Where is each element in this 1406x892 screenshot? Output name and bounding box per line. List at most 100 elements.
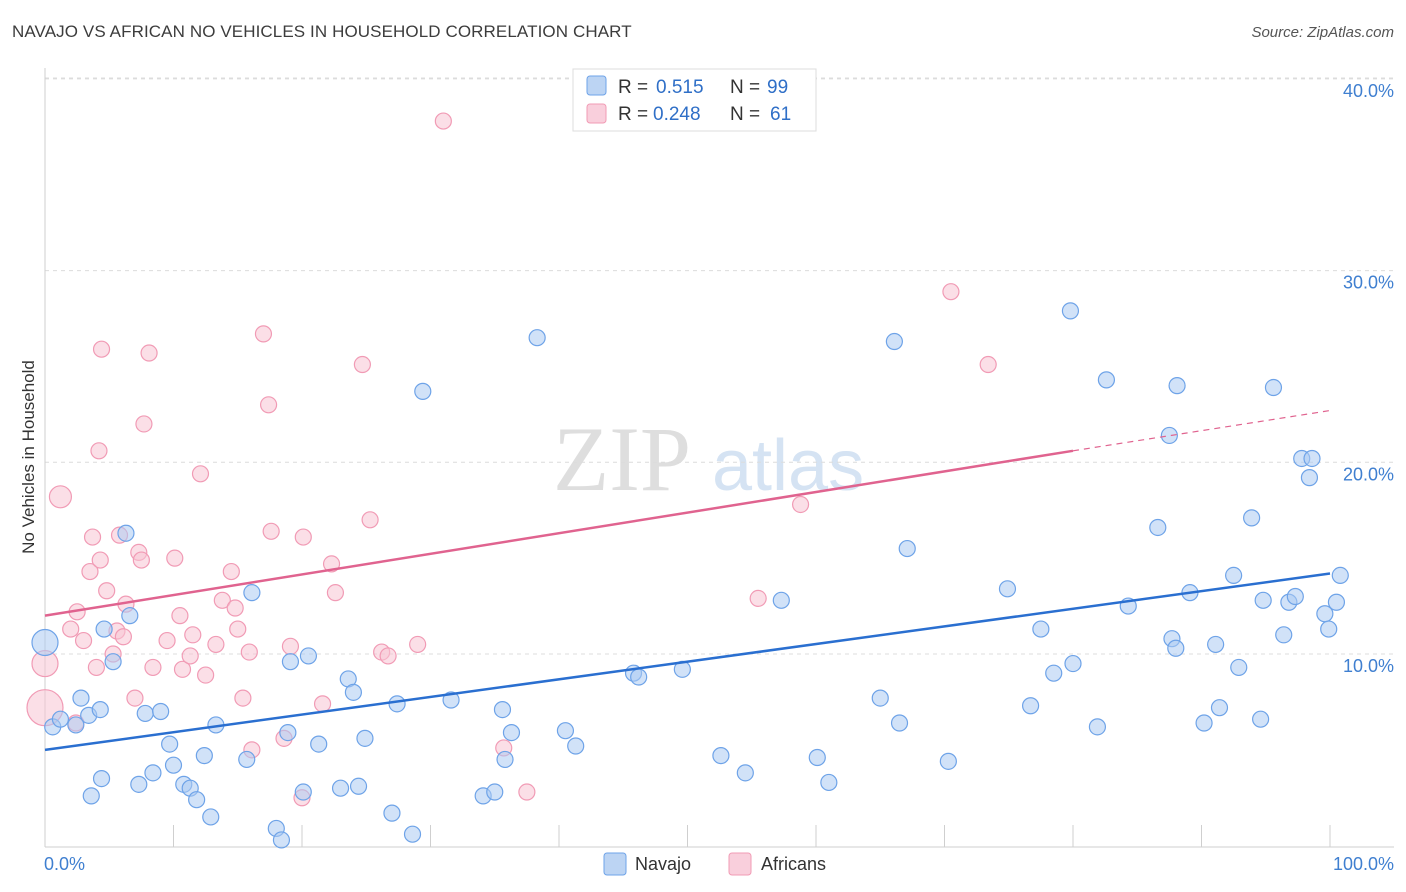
africans-point-51	[353, 355, 371, 374]
africans-point-12	[92, 340, 111, 358]
navajo-point-70	[1064, 654, 1082, 673]
watermark-zip: ZIP	[553, 408, 691, 510]
navajo-point-84	[1230, 658, 1248, 677]
africans-trend-line-extension	[1072, 409, 1331, 452]
navajo-point-75	[1160, 426, 1178, 445]
africans-point-62	[979, 355, 997, 374]
navajo-point-22	[195, 747, 213, 765]
africans-point-55	[409, 635, 427, 654]
navajo-point-98	[1331, 566, 1349, 585]
navajo-point-16	[152, 702, 170, 721]
africans-point-52	[361, 511, 379, 529]
africans-point-43	[262, 522, 280, 540]
navajo-point-21	[188, 791, 206, 809]
navajo-point-3	[67, 716, 85, 734]
africans-point-29	[181, 647, 199, 665]
navajo-point-71	[1088, 718, 1107, 736]
navajo-point-42	[414, 382, 432, 400]
navajo-point-14	[136, 704, 154, 723]
navajo-point-50	[556, 722, 575, 740]
navajo-point-91	[1286, 587, 1304, 606]
axes	[44, 68, 1394, 848]
africans-point-17	[114, 628, 132, 646]
y-axis-label: No Vehicles in Household	[19, 360, 38, 554]
navajo-point-8	[92, 770, 111, 788]
y-tick-label-30: 30.0%	[1343, 273, 1394, 293]
navajo-point-65	[998, 580, 1017, 598]
bottom-legend-navajo: Navajo	[635, 854, 691, 874]
africans-point-48	[313, 695, 332, 713]
navajo-point-60	[871, 689, 889, 707]
navajo-point-78	[1168, 377, 1186, 395]
navajo-point-68	[1045, 664, 1063, 682]
navajo-point-69	[1061, 302, 1080, 320]
africans-point-23	[140, 344, 158, 362]
navajo-point-46	[493, 700, 512, 719]
navajo-point-74	[1149, 518, 1167, 537]
navajo-point-45	[486, 783, 504, 801]
africans-point-59	[749, 589, 767, 608]
africans-point-37	[229, 620, 247, 638]
navajo-point-86	[1252, 710, 1270, 728]
africans-point-38	[234, 689, 252, 707]
navajo-point-55	[712, 747, 730, 765]
africans-point-31	[191, 465, 210, 483]
navajo-point-53	[630, 668, 648, 686]
africans-point-6	[74, 631, 93, 650]
x-tick-labels: 0.0% 100.0%	[44, 854, 1394, 874]
legend-n-value-navajo: 99	[767, 77, 788, 98]
navajo-point-58	[808, 748, 826, 767]
navajo-point-41	[403, 825, 422, 843]
navajo-point-13	[130, 775, 148, 793]
africans-point-45	[281, 637, 300, 655]
navajo-point-62	[890, 714, 909, 732]
legend-r-value-navajo: 0.515	[656, 77, 704, 98]
navajo-point-57	[772, 591, 790, 609]
africans-point-32	[197, 666, 215, 684]
navajo-point-59	[820, 773, 838, 792]
africans-trend-line	[44, 449, 1074, 617]
africans-point-56	[434, 112, 452, 130]
navajo-point-87	[1254, 591, 1272, 609]
navajo-point-25	[238, 750, 256, 769]
navajo-point-56	[736, 764, 754, 782]
gridlines	[45, 77, 1394, 655]
africans-point-36	[226, 599, 244, 617]
source-label: Source: ZipAtlas.com	[1251, 24, 1394, 41]
navajo-point-88	[1264, 378, 1283, 397]
navajo-point-77	[1167, 639, 1185, 657]
trend-lines	[44, 409, 1331, 752]
navajo-point-81	[1207, 635, 1225, 654]
africans-point-41	[254, 325, 273, 343]
navajo-point-37	[349, 777, 368, 795]
watermark-atlas: atlas	[712, 426, 864, 506]
y-tick-label-40: 40.0%	[1343, 81, 1394, 101]
africans-point-60	[791, 495, 810, 514]
legend-box	[572, 68, 817, 132]
navajo-point-26	[243, 584, 261, 602]
africans-point-19	[126, 689, 144, 707]
navajo-point-85	[1243, 509, 1261, 527]
navajo-point-83	[1225, 566, 1243, 585]
africans-point-7	[81, 562, 99, 581]
navajo-point-39	[383, 804, 401, 822]
africans-point-61	[942, 283, 960, 301]
navajo-point-31	[294, 783, 312, 801]
navajo-point-33	[310, 735, 328, 753]
africans-point-33	[207, 635, 225, 654]
africans-point-13	[98, 582, 116, 600]
y-tick-label-10: 10.0%	[1343, 656, 1394, 676]
legend-n-label-africans: N =	[730, 104, 760, 125]
navajo-point-23	[202, 808, 220, 826]
legend-n-label-navajo: N =	[730, 77, 760, 98]
africans-point-54	[379, 647, 397, 665]
africans-point-8	[83, 528, 102, 546]
africans-point-22	[135, 415, 153, 433]
navajo-point-80	[1195, 714, 1213, 732]
africans-point-25	[158, 631, 176, 650]
navajo-point-66	[1021, 697, 1040, 715]
navajo-point-72	[1097, 371, 1116, 389]
africans-point-34	[213, 591, 231, 609]
navajo-point-2	[51, 710, 70, 728]
